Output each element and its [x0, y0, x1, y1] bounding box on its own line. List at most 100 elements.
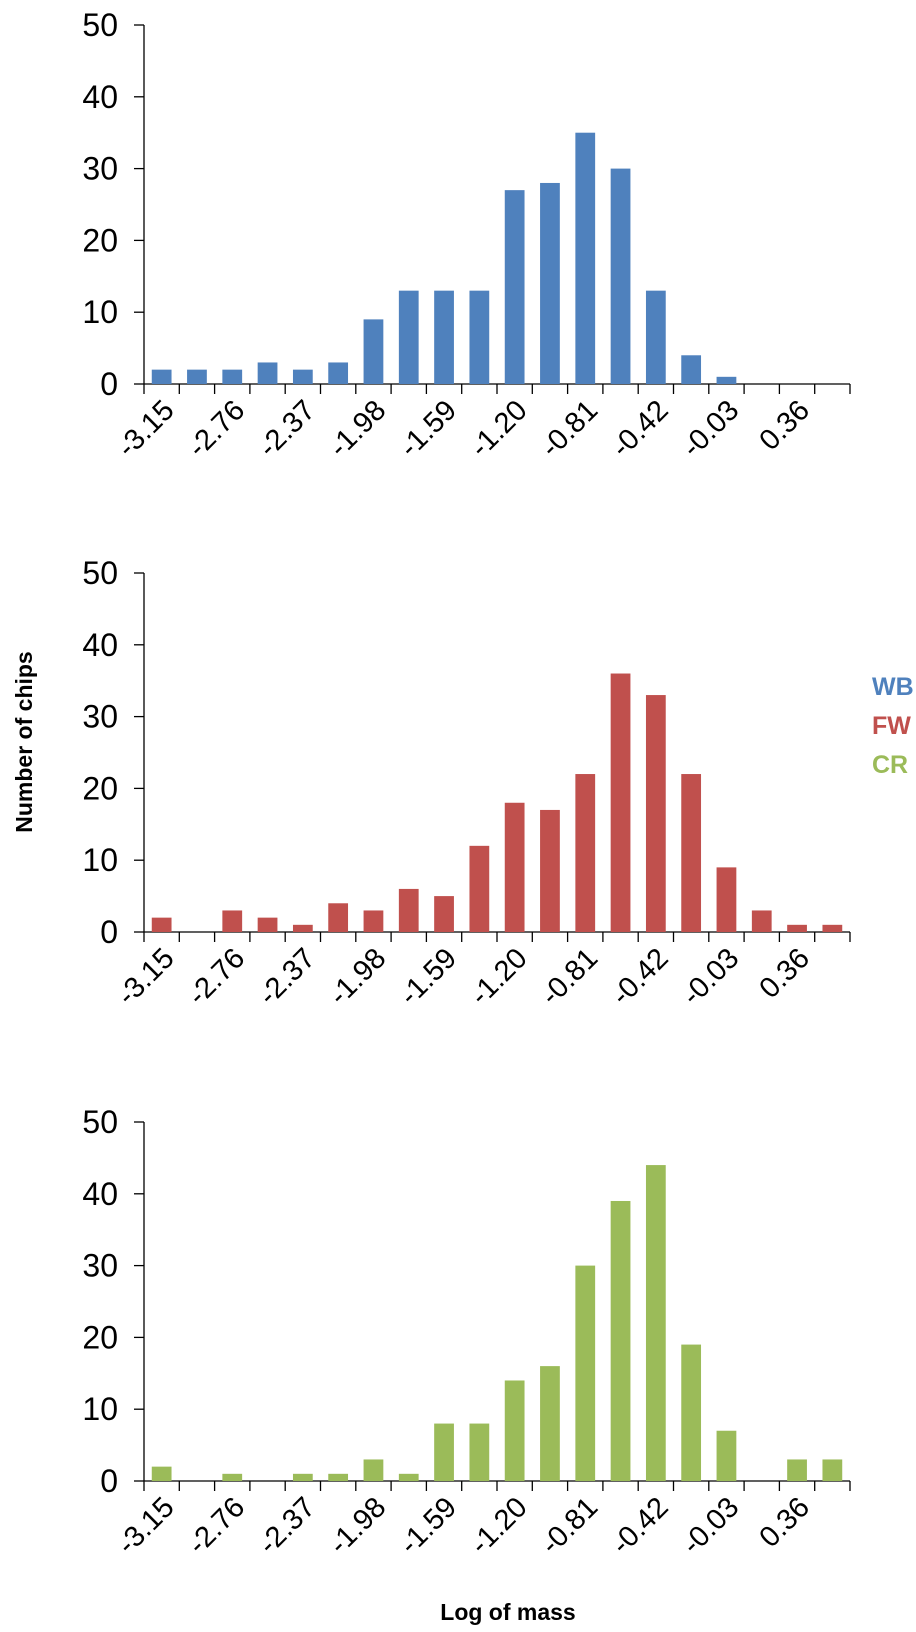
- y-tick-label: 50: [82, 1104, 118, 1140]
- legend-entry-wb: WB: [872, 673, 914, 701]
- bar-cr--0.42: [645, 1165, 666, 1481]
- bar-wb--1.40: [469, 290, 490, 384]
- bar-wb--1.98: [363, 319, 384, 384]
- bar-wb--0.62: [610, 168, 631, 384]
- y-tick-label: 40: [82, 1176, 118, 1212]
- bar-cr--0.62: [610, 1200, 631, 1481]
- bar-fw-0.16: [751, 910, 772, 932]
- bar-cr--1.79: [398, 1473, 419, 1481]
- x-tick-label: -3.15: [111, 942, 180, 1011]
- bar-fw-0.55: [822, 924, 843, 932]
- x-tick-label: -2.76: [182, 1491, 251, 1560]
- x-tick-label: -0.03: [676, 394, 745, 463]
- y-tick-label: 20: [82, 222, 118, 258]
- bar-wb--0.81: [575, 132, 596, 384]
- x-tick-label: -0.42: [605, 394, 674, 463]
- x-tick-label: -2.37: [252, 942, 321, 1011]
- x-tick-label: -1.20: [464, 394, 533, 463]
- y-tick-label: 50: [82, 555, 118, 591]
- bar-fw--3.15: [151, 917, 172, 932]
- x-tick-label: -2.37: [252, 1491, 321, 1560]
- x-tick-label: -0.42: [605, 942, 674, 1011]
- x-tick-label: -2.76: [182, 394, 251, 463]
- y-tick-label: 10: [82, 294, 118, 330]
- x-tick-label: -1.98: [323, 942, 392, 1011]
- y-tick-label: 50: [82, 7, 118, 43]
- panel-cr: 0 10 20 30 40 50 -3.15 -2.76 -2.37 -1.98 -1.59 -1.2…: [82, 1104, 851, 1561]
- bar-wb--0.23: [681, 355, 702, 384]
- bar-fw--2.57: [257, 917, 278, 932]
- legend-entry-cr: CR: [872, 751, 908, 779]
- bar-fw--2.76: [222, 910, 243, 932]
- bar-cr--2.76: [222, 1473, 243, 1481]
- x-tick-label: -2.37: [252, 394, 321, 463]
- x-tick-label: -0.42: [605, 1491, 674, 1560]
- x-axis-title: Log of mass: [440, 1599, 575, 1625]
- y-tick-label: 0: [100, 1463, 118, 1499]
- bar-wb--1.59: [434, 290, 454, 384]
- bar-fw--0.81: [575, 774, 596, 932]
- bar-wb--1.01: [540, 182, 560, 384]
- bar-wb--1.20: [504, 190, 525, 384]
- y-tick-label: 30: [82, 151, 118, 187]
- x-tick-label: -3.15: [111, 1491, 180, 1560]
- y-tick-label: 40: [82, 627, 118, 663]
- bar-fw--0.62: [610, 673, 631, 932]
- x-tick-label: -0.81: [535, 394, 604, 463]
- bar-cr--1.20: [504, 1380, 525, 1481]
- y-tick-label: 10: [82, 1391, 118, 1427]
- y-axis-title: Number of chips: [11, 651, 37, 832]
- bar-wb--2.37: [292, 369, 313, 384]
- x-tick-label: 0.36: [753, 942, 816, 1005]
- bar-cr--0.81: [575, 1265, 596, 1481]
- bar-fw--2.37: [292, 924, 313, 932]
- x-tick-label: -1.98: [323, 394, 392, 463]
- x-tick-label: -1.20: [464, 1491, 533, 1560]
- x-tick-label: -0.81: [535, 942, 604, 1011]
- y-tick-label: 40: [82, 79, 118, 115]
- bar-cr--3.15: [151, 1466, 172, 1481]
- x-tick-label: 0.36: [753, 394, 816, 457]
- bar-wb--3.15: [151, 369, 172, 384]
- bar-fw--1.59: [434, 896, 454, 932]
- bar-fw--1.40: [469, 845, 490, 932]
- panel-fw: 0 10 20 30 40 50 -3.15 -2.76 -2.37 -1.98 -1.59 -1.2…: [82, 555, 851, 1012]
- panel-wb: 0 10 20 30 40 50 -3.15 -2.76 -2.37 -1.98 -1.59 -1.2…: [82, 7, 851, 464]
- legend-entry-fw: FW: [872, 712, 911, 740]
- bar-wb--0.03: [716, 376, 737, 384]
- x-tick-label: 0.36: [753, 1491, 816, 1554]
- bar-fw--2.18: [328, 903, 349, 932]
- x-tick-label: -3.15: [111, 394, 180, 463]
- bar-cr-0.36: [787, 1459, 807, 1481]
- y-tick-label: 0: [100, 914, 118, 950]
- bar-cr-0.55: [822, 1459, 843, 1481]
- bar-cr--1.59: [434, 1423, 454, 1481]
- bar-wb--2.96: [187, 369, 207, 384]
- bar-wb--1.79: [398, 290, 419, 384]
- x-tick-label: -0.81: [535, 1491, 604, 1560]
- y-tick-label: 30: [82, 699, 118, 735]
- bar-cr--2.37: [292, 1473, 313, 1481]
- legend: WB FW CR: [872, 673, 914, 779]
- y-tick-label: 20: [82, 1319, 118, 1355]
- bar-cr--0.03: [716, 1430, 737, 1481]
- x-tick-label: -1.20: [464, 942, 533, 1011]
- x-tick-label: -1.98: [323, 1491, 392, 1560]
- bar-fw--1.01: [540, 809, 560, 932]
- y-tick-label: 0: [100, 366, 118, 402]
- x-tick-label: -1.59: [394, 1491, 463, 1560]
- bar-cr--1.98: [363, 1459, 384, 1481]
- bar-wb--2.18: [328, 362, 349, 384]
- bar-fw--1.20: [504, 802, 525, 932]
- bar-cr--0.23: [681, 1344, 702, 1481]
- x-tick-label: -1.59: [394, 942, 463, 1011]
- bar-fw--0.23: [681, 774, 702, 932]
- bar-wb--2.76: [222, 369, 243, 384]
- x-tick-label: -0.03: [676, 1491, 745, 1560]
- bar-fw--1.98: [363, 910, 384, 932]
- bar-fw-0.36: [787, 924, 807, 932]
- bar-wb--2.57: [257, 362, 278, 384]
- bar-wb--0.42: [645, 290, 666, 384]
